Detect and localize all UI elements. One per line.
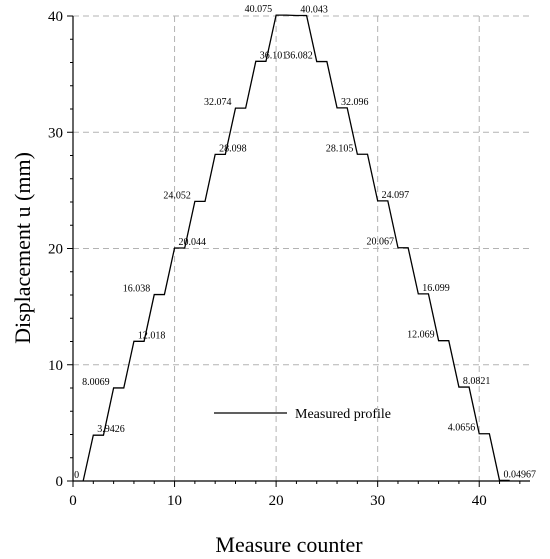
data-label: 32.074	[204, 97, 232, 108]
series-line-measured-profile	[82, 14, 510, 482]
y-tick-label: 0	[56, 474, 64, 490]
data-label: 36.082	[285, 51, 313, 62]
data-label: 0.04967	[504, 469, 537, 480]
data-label: 20.067	[366, 237, 394, 248]
data-labels: 0 3.9426 8.0069 12.018 16.038 20.044 24.052 28.…	[74, 4, 536, 481]
data-label: 28.098	[219, 143, 247, 154]
data-label: 28.105	[326, 143, 354, 154]
data-label: 16.099	[422, 283, 450, 294]
x-tick-label: 10	[167, 493, 182, 509]
y-tick-label: 10	[48, 358, 63, 374]
data-label: 3.9426	[97, 424, 125, 435]
data-label: 40.043	[300, 5, 328, 16]
y-tick-label: 20	[48, 242, 63, 258]
x-tick-label: 20	[269, 493, 284, 509]
data-label: 8.0069	[82, 377, 110, 388]
y-axis-title: Displacement u (mm)	[10, 152, 35, 344]
x-tick-label: 40	[472, 493, 487, 509]
x-axis-title: Measure counter	[215, 532, 363, 557]
legend-label: Measured profile	[295, 407, 391, 422]
y-tick-label: 40	[48, 9, 63, 25]
data-label: 40.075	[245, 4, 273, 15]
data-label: 12.018	[138, 330, 166, 341]
legend: Measured profile	[214, 407, 391, 422]
data-label: 36.101	[260, 50, 288, 61]
data-label: 4.0656	[448, 423, 476, 434]
data-label: 24.097	[382, 190, 410, 201]
data-label: 0	[74, 470, 79, 481]
y-tick-label: 30	[48, 125, 63, 141]
series-group	[82, 14, 510, 482]
data-label: 8.0821	[463, 376, 491, 387]
data-label: 20.044	[179, 237, 207, 248]
data-label: 16.038	[123, 284, 151, 295]
x-tick-label: 30	[370, 493, 385, 509]
x-tick-label: 0	[69, 493, 77, 509]
data-label: 32.096	[341, 97, 369, 108]
data-label: 24.052	[163, 190, 191, 201]
ticks: 0 10 20 30 40 0 10 20 30 40	[48, 9, 521, 509]
data-label: 12.069	[407, 330, 435, 341]
